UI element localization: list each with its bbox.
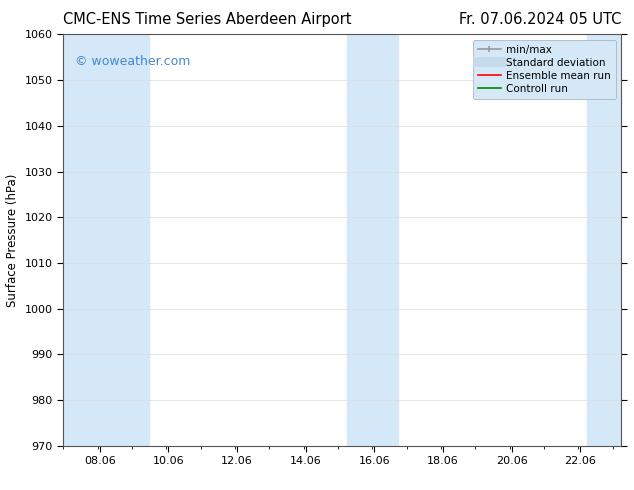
- Bar: [63, 34, 149, 446]
- Y-axis label: Surface Pressure (hPa): Surface Pressure (hPa): [6, 173, 19, 307]
- Bar: [587, 34, 621, 446]
- Text: © woweather.com: © woweather.com: [75, 55, 190, 68]
- Bar: [347, 34, 398, 446]
- Text: CMC-ENS Time Series Aberdeen Airport: CMC-ENS Time Series Aberdeen Airport: [63, 12, 352, 27]
- Text: Fr. 07.06.2024 05 UTC: Fr. 07.06.2024 05 UTC: [459, 12, 621, 27]
- Legend: min/max, Standard deviation, Ensemble mean run, Controll run: min/max, Standard deviation, Ensemble me…: [473, 40, 616, 99]
